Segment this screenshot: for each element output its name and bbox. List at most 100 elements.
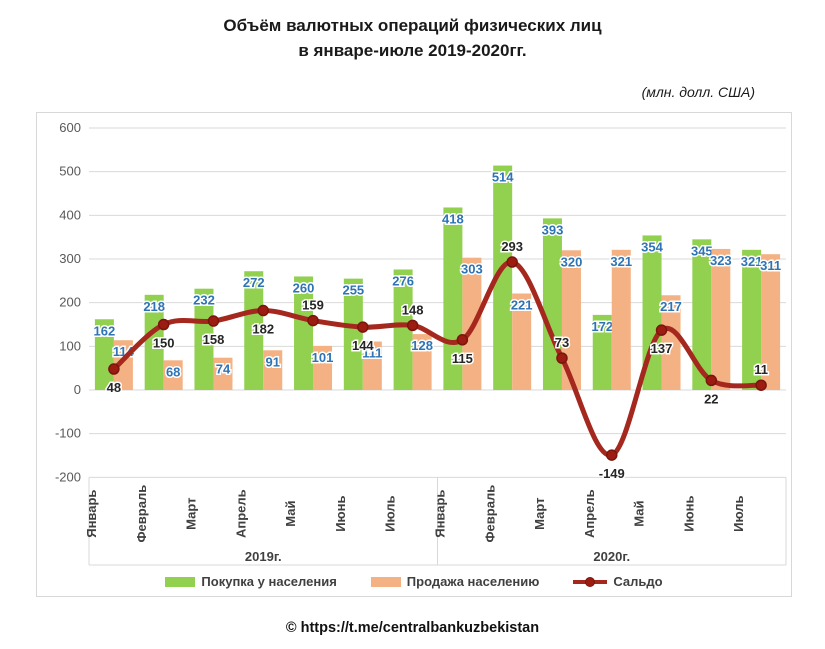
bar-purchase — [692, 239, 712, 390]
bar-value-label: 162 — [94, 323, 116, 338]
bar-value-label: 260 — [293, 280, 315, 295]
saldo-marker — [606, 449, 618, 461]
year-group-label: 2020г. — [593, 549, 630, 564]
month-label: Май — [283, 501, 298, 527]
saldo-marker — [755, 379, 767, 391]
saldo-value-label: 22 — [704, 391, 718, 406]
saldo-line — [111, 259, 764, 458]
y-axis-tick-label: 0 — [74, 382, 81, 397]
bar-value-label: 68 — [166, 364, 180, 379]
y-axis-tick-label: -100 — [55, 426, 81, 441]
bar-value-label: 418 — [442, 211, 464, 226]
bar-sale — [512, 293, 532, 390]
chart-area: -200 -100 0 100 200 300 400 500 600 162 218 232 272 2… — [36, 112, 792, 597]
saldo-value-label: 148 — [402, 302, 424, 317]
y-axis-tick-label: 100 — [59, 338, 81, 353]
bar-value-label: 320 — [561, 254, 583, 269]
bar-value-label: 345 — [691, 243, 713, 258]
y-axis-tick-label: 300 — [59, 251, 81, 266]
bar-value-label: 303 — [461, 262, 483, 277]
bar-value-label: 101 — [312, 350, 334, 365]
bar-sale — [163, 360, 183, 390]
month-label: Январь — [433, 490, 448, 538]
bar-purchase — [642, 235, 662, 390]
bar-purchase — [493, 165, 513, 390]
bar-sale — [362, 341, 382, 390]
saldo-marker — [705, 374, 718, 387]
saldo-legend-dot — [585, 576, 596, 587]
saldo-marker — [157, 318, 170, 331]
saldo-value-label: 182 — [252, 322, 274, 337]
y-axis-tick-label: 500 — [59, 164, 81, 179]
bar-sale — [213, 357, 233, 390]
bar-value-label: 218 — [143, 299, 165, 314]
plot-canvas: -200 -100 0 100 200 300 400 500 600 162 218 232 272 2… — [55, 120, 787, 566]
source-link: © https://t.me/centralbankuzbekistan — [285, 620, 540, 636]
bar-value-label: 393 — [542, 222, 564, 237]
y-axis-tick-label: 400 — [59, 207, 81, 222]
y-axis-tick-label: 600 — [59, 120, 81, 135]
bar-value-label: 272 — [243, 275, 265, 290]
month-label: Февраль — [134, 485, 149, 543]
month-label: Январь — [84, 490, 99, 538]
bar-value-label: 323 — [710, 253, 732, 268]
month-label: Июнь — [681, 496, 696, 532]
bar-value-label: 311 — [760, 258, 781, 273]
saldo-value-label: 159 — [302, 298, 324, 313]
month-label: Апрель — [582, 489, 597, 538]
bar-value-label: 91 — [266, 354, 280, 369]
month-label: Март — [532, 497, 547, 529]
bar-sale — [263, 350, 283, 390]
saldo-marker — [307, 314, 319, 327]
bar-value-label: 128 — [411, 338, 433, 353]
legend-label-sale: Продажа населению — [406, 574, 540, 589]
bar-value-label: 321 — [610, 254, 632, 269]
bar-value-label: 276 — [392, 273, 414, 288]
purchase-swatch-icon — [165, 576, 196, 587]
bar-value-label: 514 — [492, 170, 514, 185]
saldo-marker — [257, 304, 269, 317]
units-note: (млн. долл. США) — [641, 84, 755, 100]
bar-value-label: 217 — [660, 299, 682, 314]
bar-sale — [761, 254, 781, 390]
saldo-value-label: 150 — [153, 336, 175, 351]
bar-value-label: 74 — [216, 362, 231, 377]
year-group-label: 2019г. — [245, 549, 282, 564]
bar-value-label: 232 — [193, 293, 215, 308]
bar-sale — [661, 295, 681, 390]
bar-purchase — [94, 319, 114, 390]
legend-label-purchase: Покупка у населения — [201, 574, 337, 589]
bar-purchase — [343, 278, 363, 390]
saldo-marker — [456, 334, 469, 346]
saldo-value-label: 48 — [107, 380, 121, 395]
bar-purchase — [592, 314, 612, 390]
month-label: Июнь — [333, 496, 348, 532]
saldo-line-marker-icon — [573, 576, 608, 587]
bar-sale — [611, 249, 631, 390]
bar-purchase — [393, 269, 413, 390]
bar-purchase — [742, 249, 762, 390]
saldo-value-label: 293 — [501, 239, 523, 254]
bar-sale — [313, 345, 333, 390]
month-label: Февраль — [482, 485, 497, 543]
saldo-value-label: 73 — [555, 335, 569, 350]
y-axis-tick-label: 200 — [59, 295, 81, 310]
sale-swatch-icon — [370, 576, 401, 587]
saldo-value-label: 144 — [352, 338, 374, 353]
bar-purchase — [244, 271, 264, 390]
saldo-marker — [506, 256, 518, 268]
bar-value-label: 255 — [342, 283, 364, 298]
month-label: Май — [632, 501, 647, 527]
bar-purchase — [294, 276, 314, 390]
bar-sale — [412, 334, 432, 390]
saldo-marker — [207, 315, 220, 327]
month-label: Март — [184, 497, 199, 529]
bar-purchase — [144, 294, 164, 390]
legend-item-sale: Продажа населению — [370, 574, 540, 589]
saldo-marker — [406, 319, 419, 332]
chart-title-line2: в январе-июле 2019-2020гг. — [298, 40, 527, 60]
y-axis-tick-label: -200 — [55, 469, 81, 484]
month-label: Июль — [731, 495, 746, 531]
saldo-value-label: -149 — [599, 466, 625, 481]
saldo-value-label: 115 — [452, 351, 473, 366]
